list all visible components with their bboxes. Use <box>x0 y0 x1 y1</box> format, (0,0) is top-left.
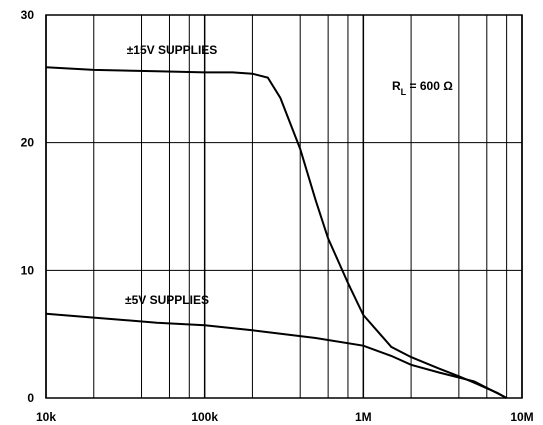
annotation-sub: L <box>401 87 407 97</box>
x-tick-label: 1M <box>355 410 372 424</box>
x-tick-label: 10M <box>510 410 533 424</box>
y-tick-label: 30 <box>21 8 35 22</box>
line <box>45 66 508 399</box>
y-tick-label: 20 <box>21 136 35 150</box>
annotation-part: = 600 Ω <box>406 79 453 93</box>
y-tick-label: 10 <box>21 263 35 277</box>
annotation-part: R <box>392 79 401 93</box>
line <box>45 312 508 399</box>
x-tick-label: 100k <box>191 410 218 424</box>
x-tick-label: 10k <box>36 410 56 424</box>
series-label: ±15V SUPPLIES <box>127 43 218 57</box>
annotation: RL = 600 Ω <box>392 79 453 97</box>
y-tick-label: 0 <box>27 391 34 405</box>
plot-frame <box>45 14 523 399</box>
series-label: ±5V SUPPLIES <box>125 293 209 307</box>
